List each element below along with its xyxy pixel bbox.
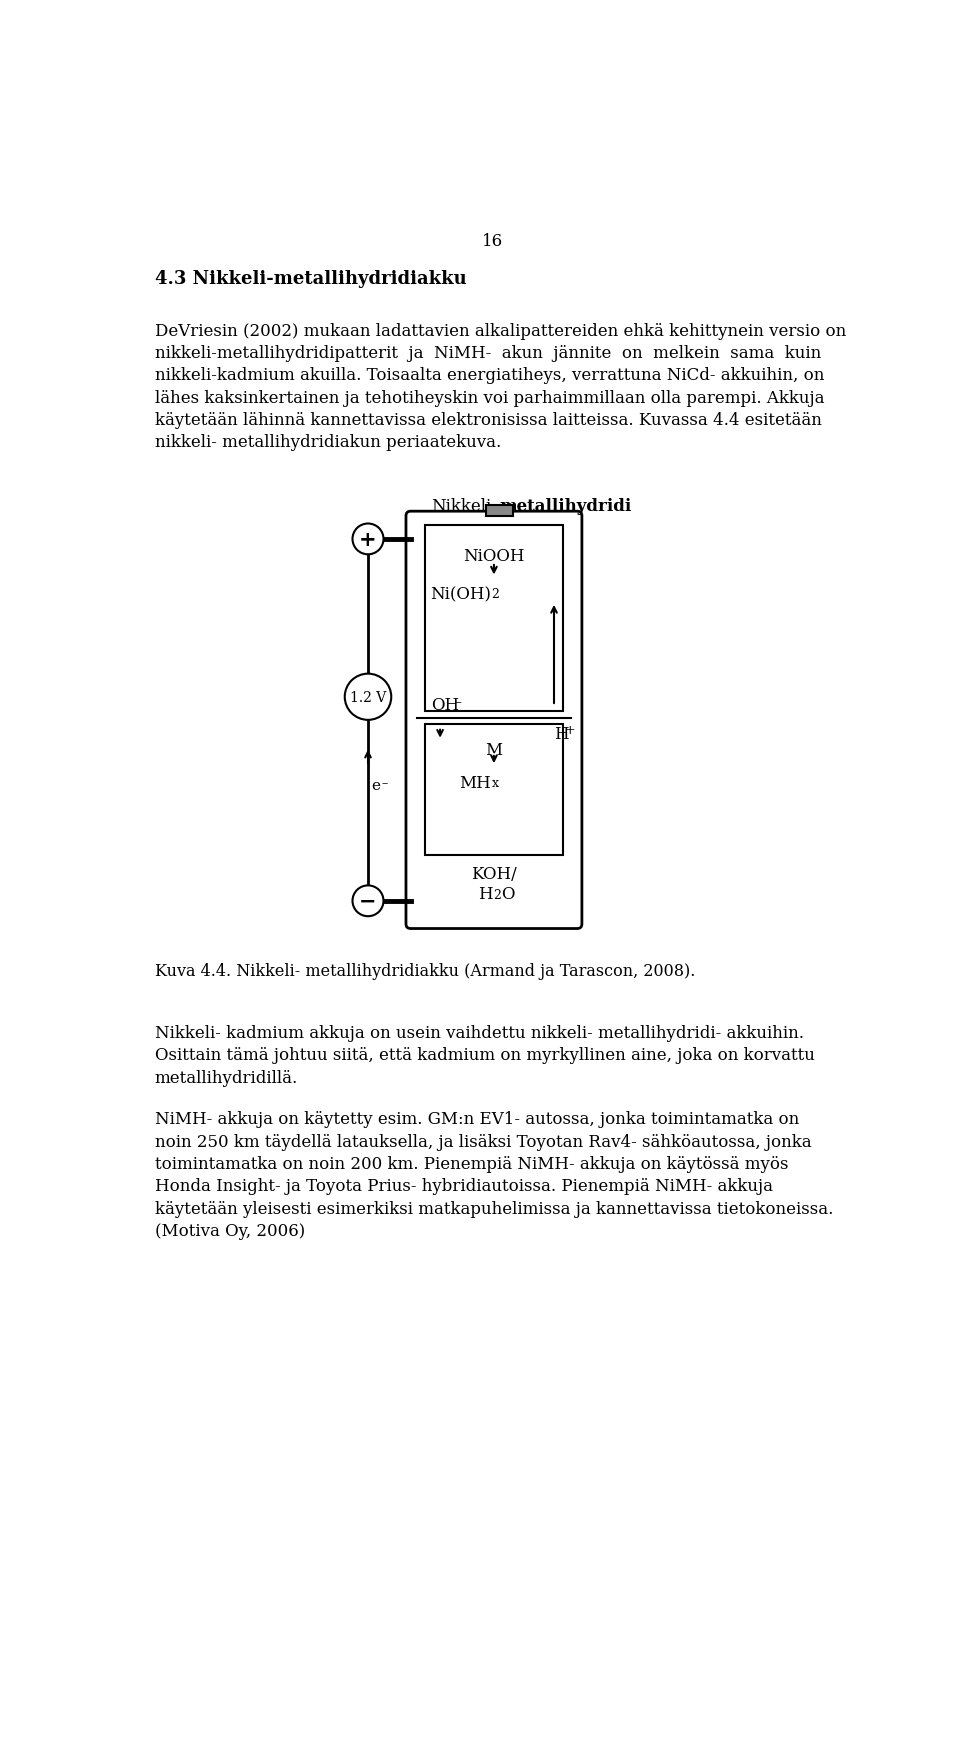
Text: e: e (372, 777, 380, 793)
Text: metallihydridillä.: metallihydridillä. (155, 1069, 299, 1087)
Text: Kuva 4.4. Nikkeli- metallihydridiakku (Armand ja Tarascon, 2008).: Kuva 4.4. Nikkeli- metallihydridiakku (A… (155, 963, 695, 979)
Text: NiMH- akkuja on käytetty esim. GM:n EV1- autossa, jonka toimintamatka on: NiMH- akkuja on käytetty esim. GM:n EV1-… (155, 1111, 799, 1127)
Text: H: H (554, 725, 568, 743)
Text: metallihydridi: metallihydridi (500, 497, 632, 515)
Text: nikkeli-metallihydridipatterit  ja  NiMH-  akun  jännite  on  melkein  sama  kui: nikkeli-metallihydridipatterit ja NiMH- … (155, 344, 821, 362)
Text: NiOOH: NiOOH (463, 548, 525, 563)
Text: Ni(OH): Ni(OH) (430, 586, 491, 603)
Text: 2: 2 (492, 588, 499, 602)
Text: KOH/: KOH/ (471, 866, 516, 883)
Text: +: + (359, 530, 377, 550)
Text: lähes kaksinkertainen ja tehotiheyskin voi parhaimmillaan olla parempi. Akkuja: lähes kaksinkertainen ja tehotiheyskin v… (155, 390, 825, 407)
Text: OH: OH (431, 697, 459, 713)
Text: nikkeli-kadmium akuilla. Toisaalta energiatiheys, verrattuna NiCd- akkuihin, on: nikkeli-kadmium akuilla. Toisaalta energ… (155, 367, 825, 384)
Text: MH: MH (459, 774, 491, 791)
Text: DeVriesin (2002) mukaan ladattavien alkalipattereiden ehkä kehittynein versio on: DeVriesin (2002) mukaan ladattavien alka… (155, 322, 846, 339)
Text: toimintamatka on noin 200 km. Pienempiä NiMH- akkuja on käytössä myös: toimintamatka on noin 200 km. Pienempiä … (155, 1155, 788, 1172)
Bar (424, 525, 564, 711)
Text: nikkeli- metallihydridiakun periaatekuva.: nikkeli- metallihydridiakun periaatekuva… (155, 435, 501, 450)
Text: Nikkeli-: Nikkeli- (432, 497, 497, 515)
Text: O: O (501, 885, 515, 903)
Text: 2: 2 (493, 889, 501, 901)
Text: 16: 16 (481, 233, 503, 250)
Circle shape (352, 523, 383, 555)
Text: käytetään lähinnä kannettavissa elektronisissa laitteissa. Kuvassa 4.4 esitetään: käytetään lähinnä kannettavissa elektron… (155, 412, 822, 430)
Text: (Motiva Oy, 2006): (Motiva Oy, 2006) (155, 1223, 305, 1240)
Text: M: M (486, 741, 502, 758)
Text: 4.3 Nikkeli-metallihydridiakku: 4.3 Nikkeli-metallihydridiakku (155, 270, 467, 289)
Text: +: + (564, 723, 575, 737)
Bar (486, 506, 514, 516)
Circle shape (345, 675, 392, 720)
Text: 1.2 V: 1.2 V (349, 690, 386, 704)
Text: x: x (492, 777, 498, 790)
Text: Nikkeli- kadmium akkuja on usein vaihdettu nikkeli- metallihydridi- akkuihin.: Nikkeli- kadmium akkuja on usein vaihdet… (155, 1024, 804, 1042)
Text: −: − (359, 892, 376, 911)
Text: noin 250 km täydellä latauksella, ja lisäksi Toyotan Rav4- sähköautossa, jonka: noin 250 km täydellä latauksella, ja lis… (155, 1132, 811, 1149)
Circle shape (352, 885, 383, 916)
Text: –: – (454, 696, 461, 710)
Text: –: – (381, 777, 388, 790)
FancyBboxPatch shape (406, 511, 582, 929)
Bar (424, 723, 564, 856)
Text: käytetään yleisesti esimerkiksi matkapuhelimissa ja kannettavissa tietokoneissa.: käytetään yleisesti esimerkiksi matkapuh… (155, 1200, 833, 1217)
Text: Honda Insight- ja Toyota Prius- hybridiautoissa. Pienempiä NiMH- akkuja: Honda Insight- ja Toyota Prius- hybridia… (155, 1177, 773, 1195)
Text: Osittain tämä johtuu siitä, että kadmium on myrkyllinen aine, joka on korvattu: Osittain tämä johtuu siitä, että kadmium… (155, 1047, 815, 1064)
Text: H: H (478, 885, 492, 903)
